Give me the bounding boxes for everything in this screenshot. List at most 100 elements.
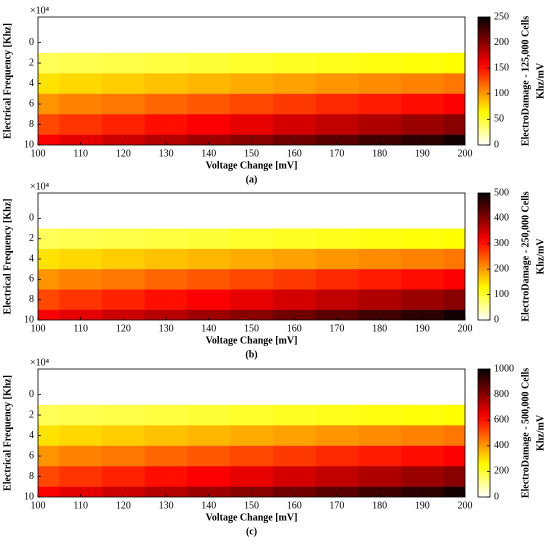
colorbar-tick-label: 150 [494,62,509,73]
cell [272,486,317,497]
x-tick-label: 140 [201,500,216,511]
cell [443,425,465,447]
cell [144,425,188,447]
x-tick-label: 130 [159,148,174,159]
cell [187,248,231,270]
y-tick-label: 10 [24,139,34,150]
y-tick-label: 8 [29,471,34,482]
cell [144,269,188,291]
caption: (c) [246,526,257,537]
cell [144,289,188,311]
cell [38,17,60,54]
cell [272,369,317,406]
cell [38,466,60,488]
cell [187,404,231,426]
cell [315,114,359,136]
cell [102,486,146,497]
cell [272,52,317,74]
cell [144,17,188,54]
cell [358,309,402,320]
cell [187,193,231,230]
cell [187,466,231,488]
cell [358,269,402,291]
cell [443,289,465,311]
y-scale-label: ×10⁴ [30,5,50,16]
x-tick-label: 130 [159,323,174,334]
cell [144,404,188,426]
x-tick-label: 170 [329,323,344,334]
cell [102,228,146,250]
cell [443,17,465,54]
colorbar-tick-label: 400 [494,440,509,451]
colorbar [477,16,491,146]
colorbar [477,368,491,498]
cell [144,466,188,488]
cell [38,445,60,467]
x-axis-label: Voltage Change [mV] [206,335,298,346]
cell [59,248,103,270]
cell [443,466,465,488]
cell [230,425,274,447]
x-tick-label: 160 [287,500,302,511]
cell [187,425,231,447]
x-tick-label: 170 [329,500,344,511]
cell [38,193,60,230]
cell [144,228,188,250]
cell [443,309,465,320]
x-axis-label: Voltage Change [mV] [206,160,298,171]
x-tick-label: 190 [415,148,430,159]
x-tick-label: 170 [329,148,344,159]
cell [144,93,188,115]
cell [443,93,465,115]
x-tick-label: 180 [372,323,387,334]
colorbar [477,192,491,321]
cell [144,369,188,406]
cell [102,134,146,145]
colorbar-tick-label: 100 [494,88,509,99]
cell [358,17,402,54]
cell [400,73,445,95]
cell [38,404,60,426]
heatmap [38,369,465,497]
colorbar-tick-label: 50 [494,114,504,125]
cell [315,369,359,406]
cell [38,114,60,136]
cell [187,269,231,291]
cell [443,193,465,230]
x-tick-label: 190 [415,500,430,511]
cell [358,93,402,115]
cell [400,193,445,230]
cell [272,93,317,115]
x-tick-label: 200 [458,500,473,511]
colorbar-tick-label: 200 [494,37,509,48]
y-tick-label: 2 [29,409,34,420]
cell [358,134,402,145]
cell [315,52,359,74]
cell [59,445,103,467]
cell [230,73,274,95]
y-axis-label: Electrical Frequency [Khz] [2,375,13,491]
y-axis-label: Electrical Frequency [Khz] [2,199,13,315]
cell [272,228,317,250]
caption: (b) [245,349,257,360]
cell [230,17,274,54]
cell [358,486,402,497]
cell [38,369,60,406]
cell [38,486,60,497]
cell [358,248,402,270]
cell [400,93,445,115]
cell [443,134,465,145]
cell [315,93,359,115]
cell [144,114,188,136]
cell [102,369,146,406]
cell [187,73,231,95]
cell [272,17,317,54]
cell [187,52,231,74]
cell [272,73,317,95]
y-tick-label: 8 [29,119,34,130]
cell [400,269,445,291]
cell [315,445,359,467]
cell [315,404,359,426]
cell [38,93,60,115]
